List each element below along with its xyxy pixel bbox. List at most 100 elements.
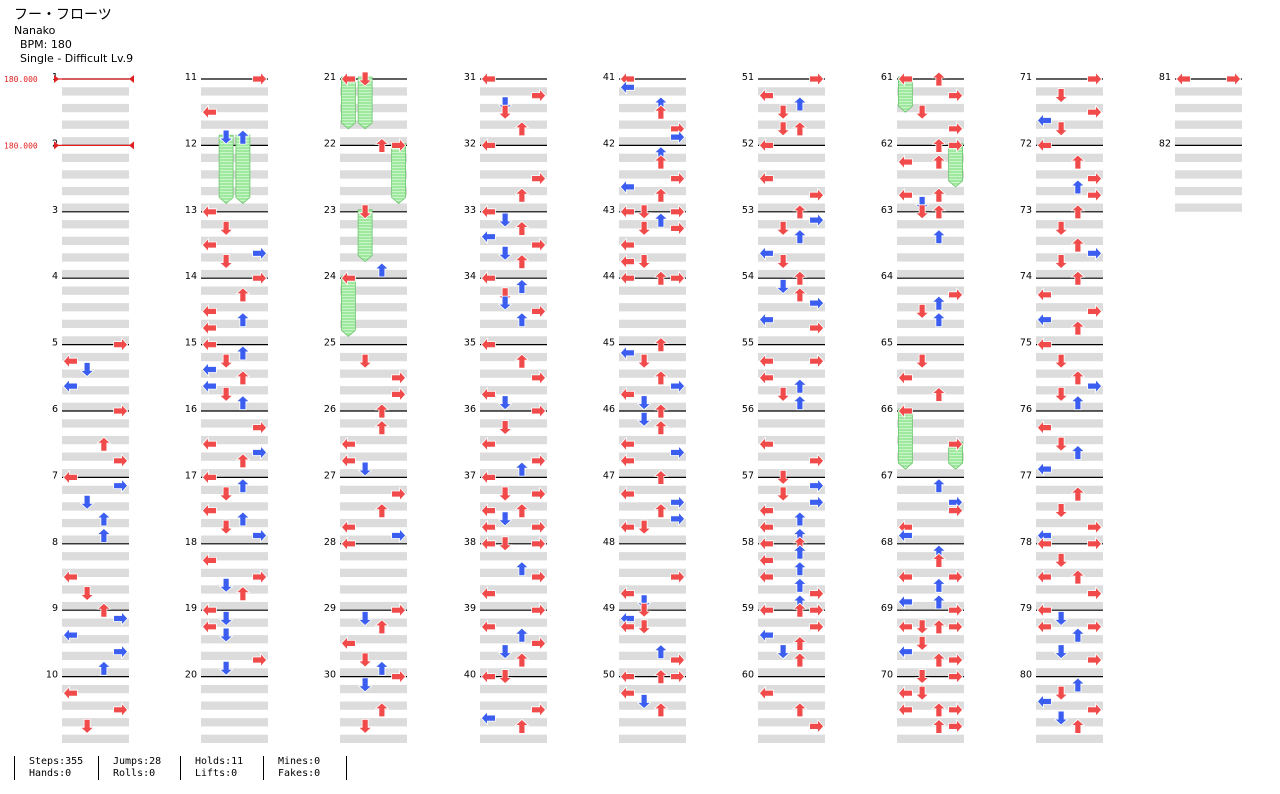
up-arrow-note bbox=[374, 503, 390, 519]
measure-stripe bbox=[480, 286, 547, 295]
left-arrow-note bbox=[619, 669, 635, 685]
measure-stripe bbox=[480, 552, 547, 561]
left-arrow-note bbox=[619, 519, 635, 535]
up-arrow-note bbox=[792, 395, 808, 411]
measure-stripe bbox=[897, 502, 964, 511]
measure-stripe bbox=[1036, 402, 1103, 411]
measure-number: 30 bbox=[324, 670, 336, 681]
measure-stripe bbox=[1036, 568, 1103, 577]
down-arrow-note bbox=[636, 353, 652, 369]
up-arrow-note bbox=[374, 660, 390, 676]
measure-stripe bbox=[619, 153, 686, 162]
up-arrow-note bbox=[1070, 627, 1086, 643]
measure-number: 47 bbox=[603, 470, 615, 481]
down-arrow-note bbox=[914, 303, 930, 319]
down-arrow-note bbox=[1053, 353, 1069, 369]
up-arrow-note bbox=[1070, 486, 1086, 502]
measure-number: 35 bbox=[464, 338, 476, 349]
measure-stripe bbox=[340, 170, 407, 179]
down-arrow-note bbox=[218, 519, 234, 535]
hold-note bbox=[897, 408, 913, 470]
measure-stripe bbox=[62, 568, 129, 577]
measure-81: 81 bbox=[1159, 72, 1242, 146]
right-arrow-note bbox=[113, 337, 129, 353]
down-arrow-note bbox=[497, 420, 513, 436]
right-arrow-note bbox=[531, 486, 547, 502]
up-arrow-note bbox=[374, 137, 390, 153]
measure-80: 80 bbox=[1020, 670, 1103, 743]
left-arrow-note bbox=[62, 685, 78, 701]
measure-16: 16 bbox=[185, 404, 268, 478]
down-arrow-note bbox=[914, 353, 930, 369]
up-arrow-note bbox=[235, 129, 251, 145]
down-arrow-note bbox=[1053, 611, 1069, 627]
measure-number: 32 bbox=[464, 138, 476, 149]
measure-stripe bbox=[1036, 635, 1103, 644]
measure-stripe bbox=[758, 286, 825, 295]
right-arrow-note bbox=[670, 378, 686, 394]
right-arrow-note bbox=[948, 718, 964, 734]
measure-stripe bbox=[340, 419, 407, 428]
measure-number: 45 bbox=[603, 338, 615, 349]
measure-number: 13 bbox=[185, 205, 197, 216]
measure-stripe bbox=[758, 618, 825, 627]
left-arrow-note bbox=[758, 569, 774, 585]
down-arrow-note bbox=[218, 220, 234, 236]
right-arrow-note bbox=[948, 137, 964, 153]
measure-stripe bbox=[340, 220, 407, 229]
left-arrow-note bbox=[62, 627, 78, 643]
measure-32: 32 bbox=[464, 138, 547, 212]
measure-stripe bbox=[480, 618, 547, 627]
measure-stripe bbox=[897, 684, 964, 694]
measure-stripe bbox=[480, 535, 547, 544]
down-arrow-note bbox=[775, 486, 791, 502]
left-arrow-note bbox=[201, 436, 217, 452]
measure-stripe bbox=[62, 253, 129, 262]
right-arrow-note bbox=[531, 88, 547, 104]
left-arrow-note bbox=[758, 627, 774, 643]
measure-stripe bbox=[1175, 103, 1242, 113]
measure-stripe bbox=[201, 734, 268, 743]
measure-stripe bbox=[1036, 535, 1103, 544]
measure-stripe bbox=[340, 120, 407, 129]
right-arrow-note bbox=[531, 303, 547, 319]
measure-stripe bbox=[1036, 253, 1103, 262]
right-arrow-note bbox=[1087, 619, 1103, 635]
measure-stripe bbox=[1036, 286, 1103, 295]
down-arrow-note bbox=[914, 104, 930, 120]
up-arrow-note bbox=[514, 187, 530, 203]
measure-number: 37 bbox=[464, 470, 476, 481]
down-arrow-note bbox=[357, 461, 373, 477]
measure-stripe bbox=[758, 535, 825, 544]
left-arrow-note bbox=[897, 702, 913, 718]
song-title: フー・フローツ bbox=[14, 7, 112, 23]
measure-stripe bbox=[480, 452, 547, 461]
down-arrow-note bbox=[79, 586, 95, 602]
measure-stripe bbox=[758, 435, 825, 445]
hold-note bbox=[218, 134, 234, 205]
measure-number: 21 bbox=[324, 72, 336, 83]
up-arrow-note bbox=[792, 544, 808, 560]
down-arrow-note bbox=[636, 254, 652, 270]
measure-stripe bbox=[897, 303, 964, 312]
left-arrow-note bbox=[619, 204, 635, 220]
right-arrow-note bbox=[531, 569, 547, 585]
up-arrow-note bbox=[792, 577, 808, 593]
stat-fakes: Fakes:0 bbox=[278, 768, 321, 779]
measure-stripe bbox=[201, 103, 268, 113]
right-arrow-note bbox=[670, 444, 686, 461]
song-bpm: BPM: 180 bbox=[20, 38, 72, 51]
measure-number: 34 bbox=[464, 271, 476, 282]
measure-number: 14 bbox=[185, 271, 197, 282]
measure-76: 76 bbox=[1020, 404, 1103, 478]
up-arrow-note bbox=[514, 652, 530, 668]
measure-stripe bbox=[340, 203, 407, 212]
left-arrow-note bbox=[480, 270, 496, 286]
measure-number: 42 bbox=[603, 138, 615, 149]
right-arrow-note bbox=[531, 702, 547, 718]
up-arrow-note bbox=[96, 527, 112, 543]
hold-note bbox=[357, 76, 373, 130]
measure-14: 14 bbox=[185, 271, 268, 345]
measure-stripe bbox=[201, 419, 268, 428]
left-arrow-note bbox=[619, 436, 635, 452]
